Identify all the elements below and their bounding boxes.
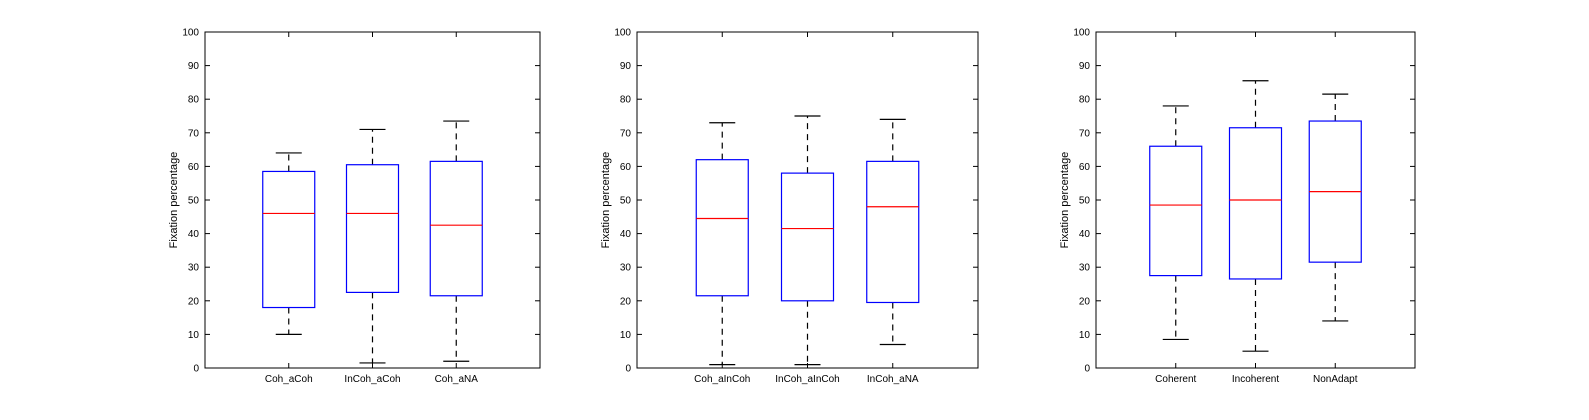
x-tick-label: Coh_aNA — [435, 374, 479, 385]
box-Coherent: Coherent — [1149, 32, 1203, 385]
x-tick-label: Coh_aInCoh — [694, 374, 750, 385]
y-tick-label: 0 — [1084, 364, 1090, 375]
iqr-box — [695, 159, 749, 297]
y-tick-label: 60 — [1079, 162, 1091, 173]
y-tick-label: 90 — [620, 61, 632, 72]
y-tick-label: 10 — [1079, 330, 1091, 341]
y-tick-label: 0 — [625, 364, 631, 375]
boxplot-panel-1: 0 10 20 30 40 50 60 70 80 90 100 Fixation percentag… — [168, 28, 541, 385]
y-tick-label: 60 — [620, 162, 632, 173]
y-tick-label: 60 — [188, 162, 200, 173]
y-tick-label: 20 — [620, 296, 632, 307]
y-tick-label: 80 — [1079, 95, 1091, 106]
y-tick-label: 80 — [188, 95, 200, 106]
y-tick-label: 10 — [188, 330, 200, 341]
y-tick-label: 100 — [1073, 28, 1090, 39]
y-tick-label: 40 — [620, 229, 632, 240]
box-Coh_aCoh: Coh_aCoh — [262, 32, 316, 385]
boxplot-panel-3: 0 10 20 30 40 50 60 70 80 90 100 Fixation percentag… — [1059, 28, 1416, 385]
box-Coh_aInCoh: Coh_aInCoh — [694, 32, 750, 385]
boxplot-panel-2: 0 10 20 30 40 50 60 70 80 90 100 Fixation percentag… — [600, 28, 979, 385]
y-tick-label: 50 — [620, 196, 632, 207]
y-axis-label: Fixation percentage — [1059, 152, 1071, 249]
box-NonAdapt: NonAdapt — [1308, 32, 1362, 385]
iqr-box — [345, 164, 400, 294]
y-tick-label: 50 — [188, 196, 200, 207]
x-tick-label: InCoh_aNA — [867, 374, 919, 385]
y-tick-label: 20 — [1079, 296, 1091, 307]
y-tick-label: 20 — [188, 296, 200, 307]
x-tick-label: InCoh_aCoh — [344, 374, 400, 385]
y-tick-label: 30 — [620, 263, 632, 274]
iqr-box — [1228, 127, 1283, 280]
iqr-box — [1149, 145, 1203, 277]
y-tick-label: 70 — [1079, 128, 1091, 139]
y-tick-label: 30 — [1079, 263, 1091, 274]
y-tick-label: 10 — [620, 330, 632, 341]
y-tick-label: 40 — [188, 229, 200, 240]
x-tick-label: NonAdapt — [1313, 374, 1358, 385]
y-tick-label: 0 — [193, 364, 199, 375]
x-tick-label: Incoherent — [1232, 374, 1279, 385]
x-tick-label: Coherent — [1155, 374, 1196, 385]
x-tick-label: Coh_aCoh — [265, 374, 313, 385]
y-tick-label: 100 — [614, 28, 631, 39]
iqr-box — [262, 170, 316, 309]
y-tick-label: 50 — [1079, 196, 1091, 207]
y-tick-label: 90 — [188, 61, 200, 72]
box-Incoherent: Incoherent — [1228, 32, 1283, 385]
box-InCoh_aNA: InCoh_aNA — [866, 32, 920, 385]
y-axis-label: Fixation percentage — [600, 152, 612, 249]
y-tick-label: 30 — [188, 263, 200, 274]
iqr-box — [429, 160, 483, 297]
x-tick-label: InCoh_aInCoh — [775, 374, 840, 385]
y-tick-label: 90 — [1079, 61, 1091, 72]
y-axis-label: Fixation percentage — [168, 152, 180, 249]
y-tick-label: 40 — [1079, 229, 1091, 240]
y-tick-label: 100 — [182, 28, 199, 39]
box-InCoh_aInCoh: InCoh_aInCoh — [775, 32, 840, 385]
y-tick-label: 70 — [620, 128, 632, 139]
y-tick-label: 80 — [620, 95, 632, 106]
iqr-box — [866, 160, 920, 304]
iqr-box — [780, 172, 835, 302]
box-InCoh_aCoh: InCoh_aCoh — [344, 32, 401, 385]
y-tick-label: 70 — [188, 128, 200, 139]
box-Coh_aNA: Coh_aNA — [429, 32, 483, 385]
